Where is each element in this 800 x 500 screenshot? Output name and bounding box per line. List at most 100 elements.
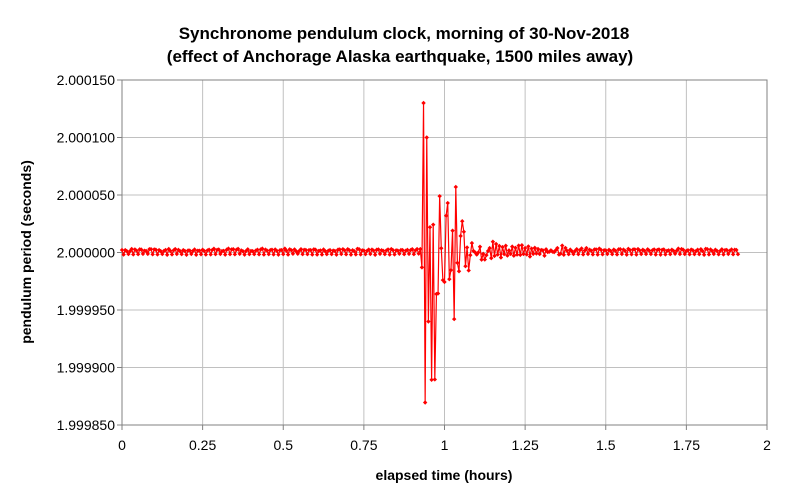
data-point — [700, 248, 705, 254]
data-point — [692, 252, 697, 257]
y-tick-label: 1.999850 — [57, 417, 116, 433]
data-point — [658, 252, 663, 257]
data-point — [232, 252, 238, 257]
data-point — [679, 246, 684, 252]
data-point — [282, 246, 288, 251]
data-point — [477, 244, 483, 249]
data-point — [500, 244, 505, 250]
data-point — [169, 252, 175, 257]
data-point — [648, 251, 654, 257]
data-point — [476, 250, 481, 255]
data-point — [484, 252, 489, 258]
data-point — [510, 244, 515, 249]
data-point — [131, 252, 136, 257]
data-point — [371, 248, 376, 253]
data-point — [300, 252, 305, 257]
data-point — [247, 252, 252, 257]
plot-area-frame — [121, 79, 768, 426]
data-point — [676, 246, 681, 251]
data-point — [558, 251, 563, 256]
data-point — [403, 248, 408, 253]
data-point — [543, 247, 549, 252]
data-point — [666, 248, 671, 253]
data-point — [226, 246, 231, 251]
x-tick-label: 1.25 — [512, 437, 539, 453]
data-point — [661, 247, 666, 252]
x-axis-title: elapsed time (hours) — [376, 467, 513, 483]
data-point — [693, 248, 699, 254]
data-point — [561, 252, 567, 257]
data-point — [290, 251, 296, 256]
data-point — [701, 252, 707, 257]
data-point — [611, 247, 617, 252]
data-point — [629, 252, 634, 257]
data-point — [506, 248, 512, 253]
data-point — [685, 248, 691, 253]
data-point — [603, 248, 608, 253]
data-point — [489, 255, 494, 261]
data-point — [735, 252, 741, 257]
data-point — [481, 251, 486, 257]
data-point — [593, 247, 599, 252]
data-point — [448, 267, 454, 273]
data-point — [216, 247, 221, 252]
data-point — [406, 251, 412, 257]
data-point — [456, 269, 462, 274]
data-point — [551, 249, 557, 255]
data-point — [298, 246, 304, 252]
x-tick-label: 0 — [118, 437, 126, 453]
y-axis-title: pendulum period (seconds) — [18, 160, 34, 344]
chart-title-line2: (effect of Anchorage Alaska earthquake, … — [167, 47, 633, 66]
data-point — [255, 247, 260, 252]
data-point — [485, 248, 491, 254]
data-point — [503, 243, 508, 248]
data-point — [160, 251, 165, 257]
data-point — [347, 248, 352, 253]
data-point — [274, 248, 279, 253]
data-point — [266, 252, 271, 257]
data-point — [148, 246, 154, 252]
data-point — [495, 252, 500, 257]
data-point — [281, 252, 286, 257]
data-point — [490, 239, 496, 244]
data-point — [537, 251, 542, 257]
data-point — [709, 248, 715, 254]
data-point — [634, 252, 639, 257]
data-point — [600, 252, 605, 257]
data-point — [197, 248, 202, 253]
data-point — [145, 251, 150, 257]
data-point — [445, 200, 450, 206]
data-point — [372, 252, 378, 257]
data-point — [677, 251, 683, 257]
data-point — [442, 279, 447, 285]
data-point — [431, 222, 436, 227]
data-point — [182, 248, 188, 254]
data-point — [674, 248, 679, 253]
data-point — [513, 245, 518, 250]
data-point — [498, 255, 504, 260]
data-point — [358, 252, 363, 257]
chart-title-line1: Synchronome pendulum clock, morning of 3… — [179, 24, 630, 43]
data-point — [730, 252, 736, 257]
y-tick-label: 1.999950 — [57, 302, 116, 318]
tick-labels: 0 0.25 0.5 0.75 1 1.25 1.5 1.75 2 1.999850 1.99990… — [57, 72, 772, 453]
data-point — [250, 248, 255, 254]
data-point — [695, 247, 700, 252]
data-point — [426, 319, 431, 324]
y-tick-label: 2.000050 — [57, 187, 116, 203]
data-point — [653, 252, 658, 257]
x-tick-label: 1 — [441, 437, 449, 453]
data-point — [518, 252, 523, 258]
data-point — [598, 247, 604, 252]
data-point — [721, 252, 726, 257]
data-point — [310, 252, 315, 257]
data-point — [427, 225, 433, 230]
data-point — [227, 252, 233, 257]
data-point — [672, 251, 678, 256]
data-point — [711, 251, 716, 257]
data-point — [153, 247, 159, 252]
data-point — [395, 248, 400, 253]
data-point — [450, 228, 455, 233]
data-point — [295, 251, 300, 256]
